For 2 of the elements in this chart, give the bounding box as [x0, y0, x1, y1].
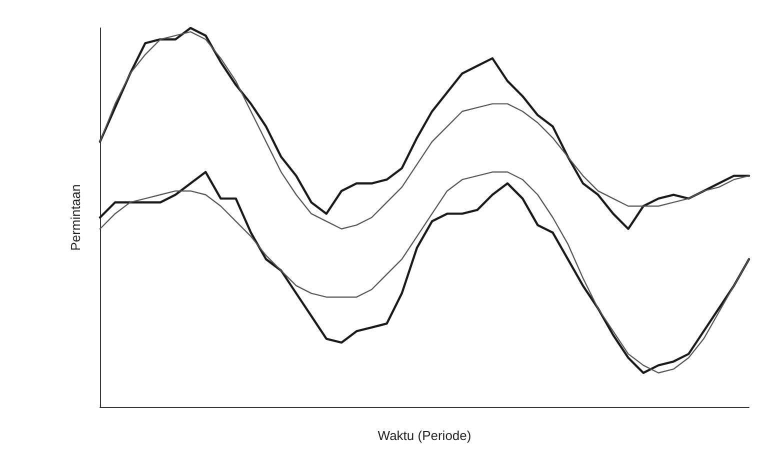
x-axis-title: Waktu (Periode): [378, 428, 472, 443]
y-axis-title: Permintaan: [68, 184, 83, 251]
